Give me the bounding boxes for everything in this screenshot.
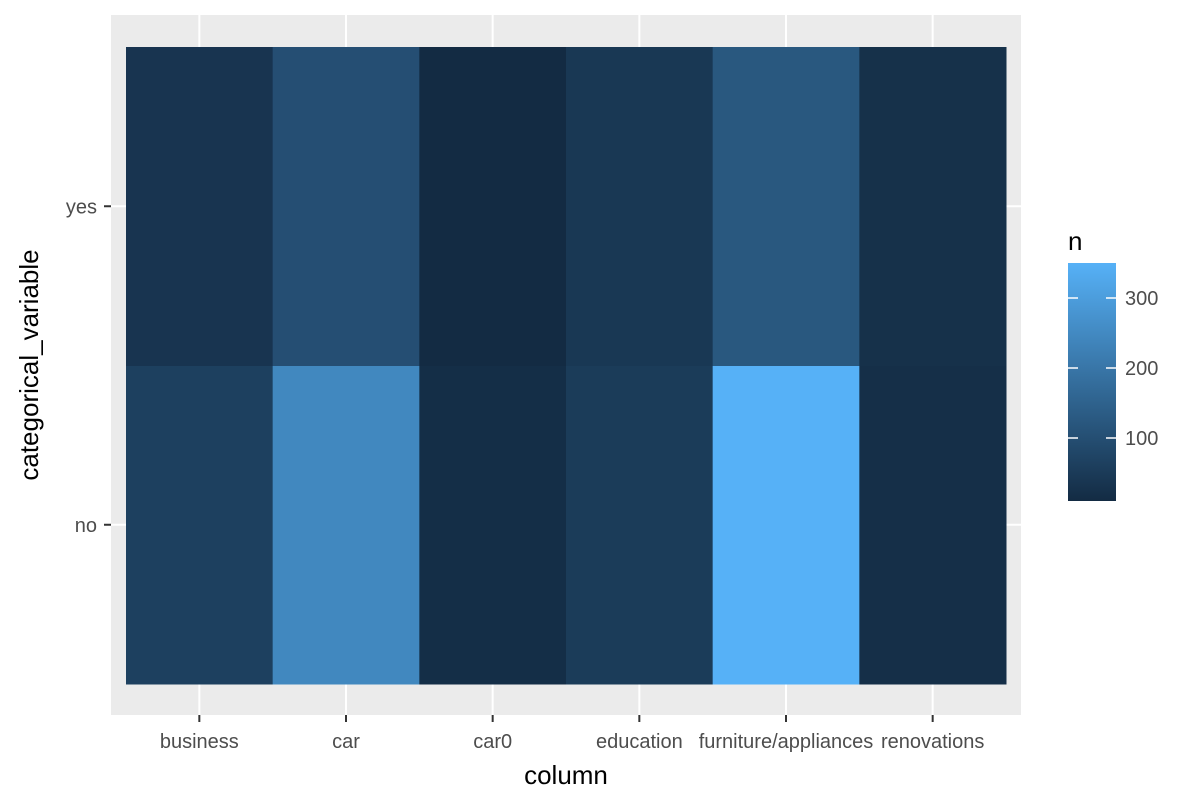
legend-tick-label: 200 bbox=[1125, 358, 1158, 380]
y-tick-label: no bbox=[75, 515, 97, 537]
heatmap-cell bbox=[272, 47, 420, 366]
heatmap-cell bbox=[566, 365, 714, 685]
heatmap-cell bbox=[712, 47, 860, 366]
heatmap-cell bbox=[859, 365, 1007, 685]
x-tick-label: car bbox=[332, 731, 360, 753]
legend-colorbar bbox=[1068, 263, 1116, 501]
y-axis: no yes bbox=[66, 196, 111, 537]
legend-title: n bbox=[1068, 226, 1082, 256]
x-tick-label: car0 bbox=[473, 731, 512, 753]
legend-ticks: 100 200 300 bbox=[1068, 288, 1158, 450]
x-axis: business car car0 education furniture/applia… bbox=[160, 715, 984, 753]
heatmap-cell bbox=[126, 47, 274, 366]
heatmap-cell bbox=[126, 365, 274, 685]
x-tick-label: furniture/appliances bbox=[699, 731, 874, 753]
heatmap-cell bbox=[419, 365, 567, 685]
x-tick-label: business bbox=[160, 731, 239, 753]
heatmap-cell bbox=[859, 47, 1007, 366]
x-tick-label: education bbox=[596, 731, 683, 753]
y-tick-label: yes bbox=[66, 196, 97, 218]
x-tick-label: renovations bbox=[881, 731, 984, 753]
heatmap-cell bbox=[712, 365, 860, 685]
color-legend: n 100 200 300 bbox=[1068, 226, 1158, 501]
legend-tick-label: 100 bbox=[1125, 428, 1158, 450]
heatmap-cell bbox=[566, 47, 714, 366]
heatmap-cell bbox=[272, 365, 420, 685]
heatmap-cell bbox=[419, 47, 567, 366]
heatmap-cells bbox=[126, 47, 1007, 685]
y-axis-title: categorical_variable bbox=[14, 249, 44, 480]
x-axis-title: column bbox=[524, 760, 608, 790]
legend-tick-label: 300 bbox=[1125, 288, 1158, 310]
